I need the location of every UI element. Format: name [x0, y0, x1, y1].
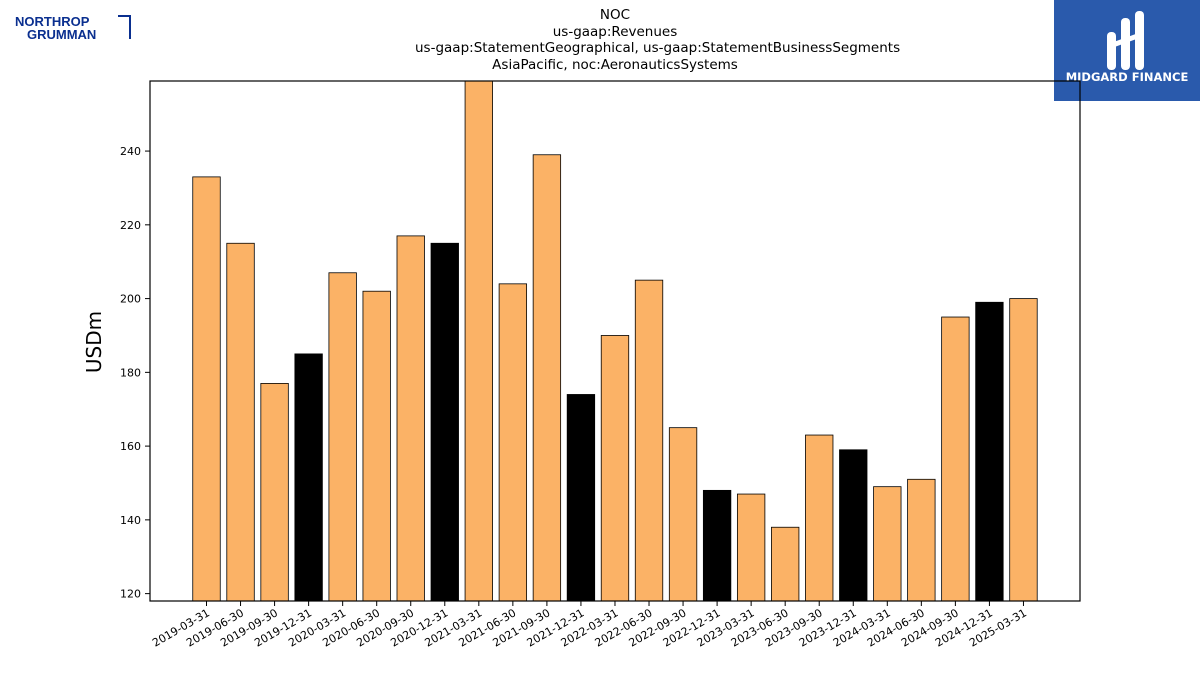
bar-2024-06-30	[907, 478, 936, 601]
bar-2022-06-30	[634, 279, 664, 601]
logo-left-line1: NORTHROP	[15, 14, 90, 29]
bar-2020-03-31	[328, 272, 357, 601]
bar-2022-12-31	[702, 489, 732, 601]
bar-2020-09-30	[396, 235, 425, 601]
bar-2021-12-31	[566, 394, 596, 601]
midgard-finance-logo: MIDGARD FINANCE	[1054, 0, 1200, 101]
logo-right-text: MIDGARD FINANCE	[1066, 70, 1189, 84]
bar-2019-09-30	[260, 383, 289, 601]
title-line-4: AsiaPacific, noc:AeronauticsSystems	[492, 56, 738, 73]
bar-2024-09-30	[941, 316, 970, 601]
bar-2019-12-31	[294, 353, 323, 601]
bar-2019-03-31	[192, 176, 221, 601]
bar-2020-06-30	[362, 290, 391, 601]
x-axis: 2019-03-312019-06-302019-09-302019-12-31…	[150, 601, 1029, 650]
y-tick-label-220: 220	[120, 219, 141, 232]
bar-2020-12-31	[430, 242, 459, 601]
bar-2021-03-31	[464, 81, 493, 601]
bar-2023-06-30	[771, 526, 800, 601]
title-line-1: NOC	[599, 7, 631, 23]
y-tick-label-160: 160	[120, 440, 141, 453]
bar-2022-03-31	[600, 335, 630, 601]
y-tick-label-140: 140	[120, 514, 141, 527]
bar-2021-09-30	[532, 154, 562, 601]
bar-2025-03-31	[1009, 298, 1038, 601]
y-tick-label-240: 240	[120, 145, 141, 158]
chart-title: NOC us-gaap:Revenues us-gaap:StatementGe…	[415, 7, 901, 73]
bar-2022-09-30	[668, 427, 698, 601]
logo-left-line2: GRUMMAN	[27, 27, 96, 42]
bar-2023-03-31	[736, 493, 766, 601]
bar-2021-06-30	[498, 283, 528, 601]
midgard-emblem-icon	[1107, 11, 1144, 70]
y-tick-label-180: 180	[120, 366, 141, 379]
bar-2024-03-31	[873, 486, 902, 601]
bar-2019-06-30	[226, 242, 255, 601]
bar-2023-09-30	[805, 434, 834, 601]
bar-2023-12-31	[839, 449, 868, 601]
northrop-grumman-logo: NORTHROP GRUMMAN	[15, 14, 131, 42]
bar-2024-12-31	[975, 301, 1004, 601]
title-line-3: us-gaap:StatementGeographical, us-gaap:S…	[415, 40, 901, 56]
y-tick-label-200: 200	[120, 293, 141, 306]
bars-group	[192, 81, 1038, 601]
y-axis: 120 140 160 180 200 220 240	[120, 145, 150, 601]
title-line-2: us-gaap:Revenues	[552, 23, 678, 40]
y-tick-label-120: 120	[120, 588, 141, 601]
